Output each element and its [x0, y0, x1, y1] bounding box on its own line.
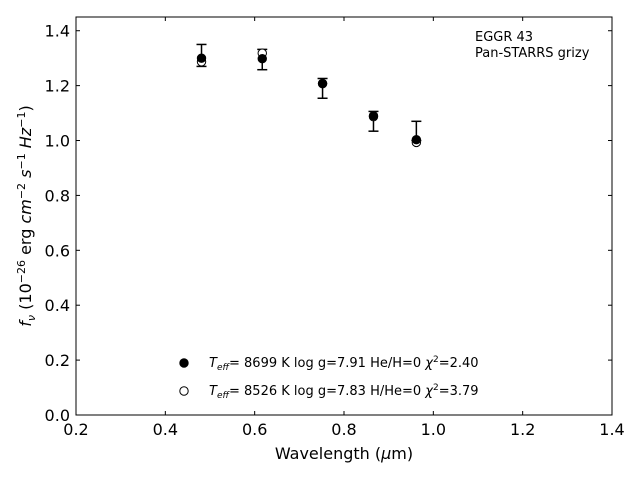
legend-label-1: Teff= 8699 K log g=7.91 He/H=0 χ2=2.40	[209, 355, 479, 373]
annotation-line-1: EGGR 43	[475, 30, 533, 45]
y-tick-label: 0.6	[45, 241, 70, 260]
axis-ticks	[75, 17, 613, 416]
y-tick-label: 0.8	[45, 186, 70, 205]
x-tick-label: 0.8	[331, 420, 356, 439]
x-tick-label: 1.2	[510, 420, 535, 439]
point-filled	[411, 134, 422, 145]
x-tick-label: 1.0	[421, 420, 446, 439]
y-tick-label: 0.0	[45, 406, 70, 425]
y-tick-label: 1.0	[45, 132, 70, 151]
error-bars	[196, 43, 422, 142]
y-tick-label: 0.4	[45, 296, 70, 315]
y-tick-label: 1.2	[45, 77, 70, 96]
x-tick-label: 0.6	[242, 420, 267, 439]
x-tick-label: 0.4	[153, 420, 178, 439]
annotation-line-2: Pan-STARRS grizy	[475, 46, 590, 61]
axis-tick-labels: 0.2 0.4 0.6 0.8 1.0 1.2 1.40.00.20.40.60.81.01…	[45, 22, 625, 439]
y-tick-label: 1.4	[45, 22, 70, 41]
legend-marker-open	[179, 386, 189, 396]
x-tick-label: 1.4	[599, 420, 624, 439]
y-tick-label: 0.2	[45, 351, 70, 370]
data-markers	[196, 48, 422, 148]
legend-marker-filled	[179, 358, 189, 368]
x-axis-label: Wavelength (μm)	[275, 444, 413, 463]
point-filled	[196, 53, 207, 63]
x-tick-label: 0.2	[63, 420, 88, 439]
annotation: EGGR 43 Pan-STARRS grizy	[475, 30, 590, 61]
point-filled	[317, 78, 328, 89]
legend: Teff= 8699 K log g=7.91 He/H=0 χ2=2.40 T…	[179, 355, 479, 401]
point-filled	[368, 111, 379, 121]
legend-label-2: Teff= 8526 K log g=7.83 H/He=0 χ2=3.79	[209, 383, 479, 401]
y-axis-label: fν (10−26 erg cm−2 s−1 Hz−1)	[15, 105, 38, 326]
point-filled	[257, 54, 267, 64]
